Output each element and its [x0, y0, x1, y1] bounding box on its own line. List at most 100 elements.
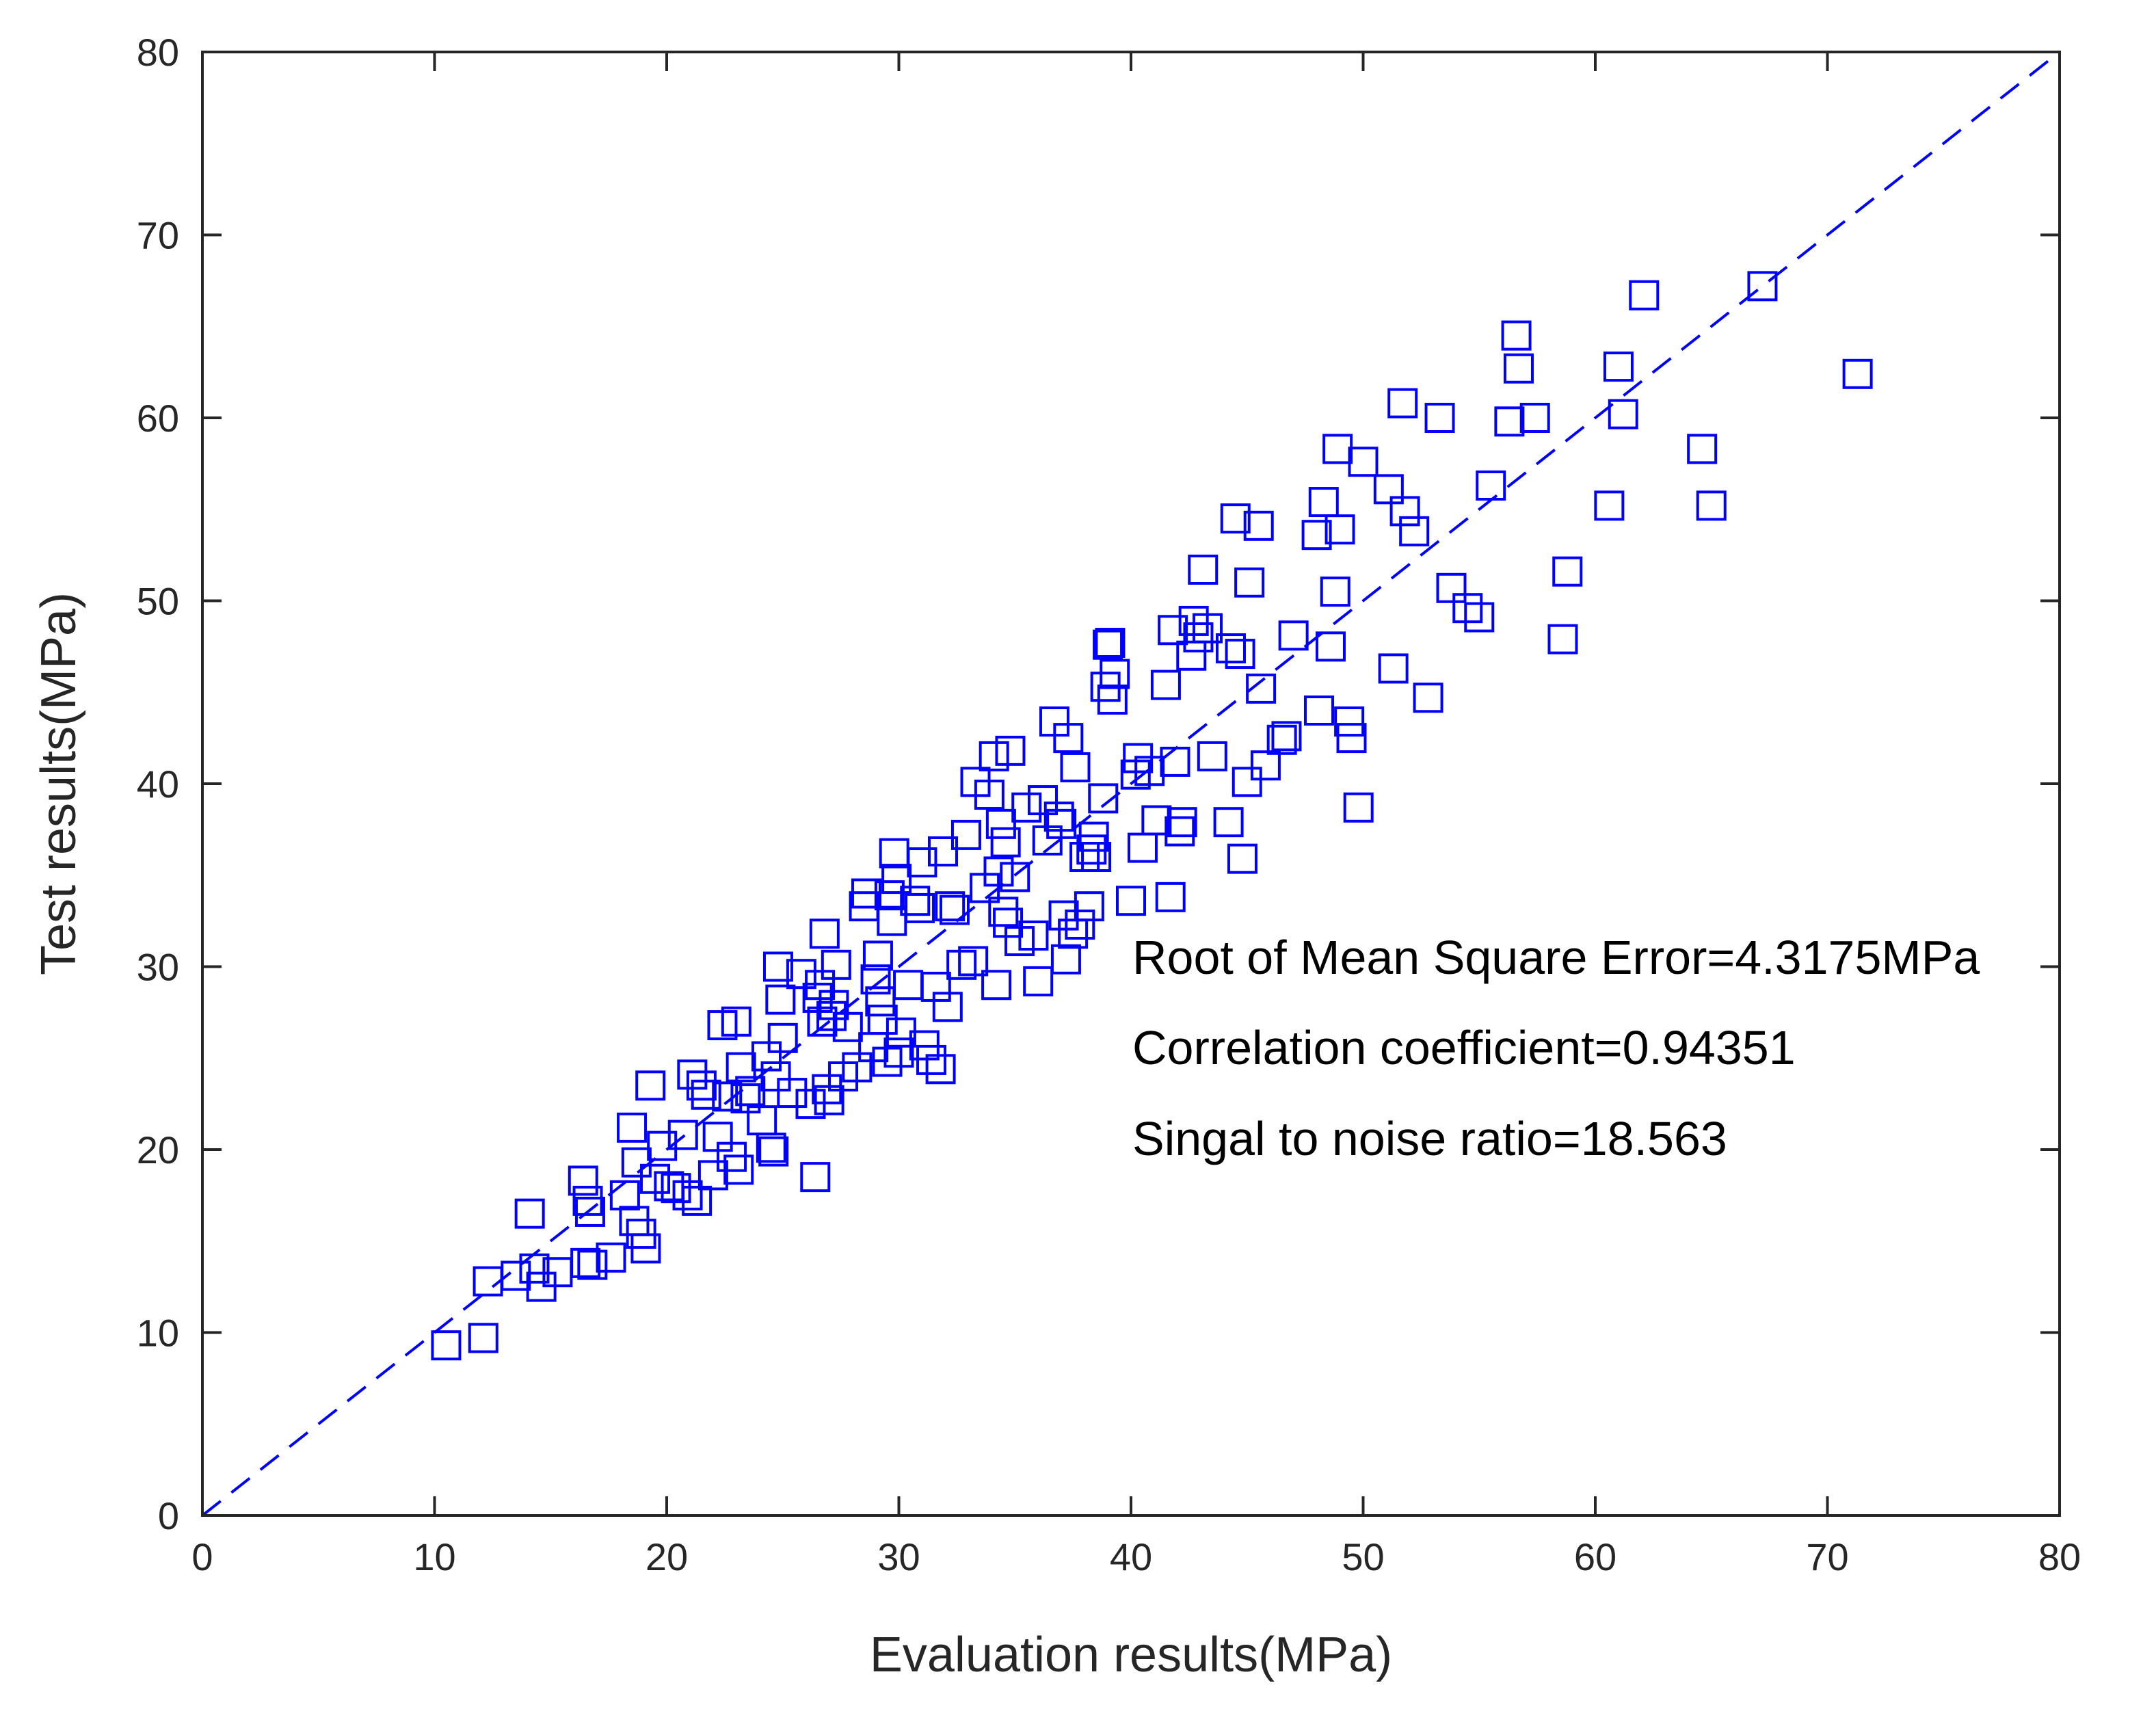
x-tick-label: 40 [1110, 1535, 1152, 1578]
y-axis-title: Test results(MPa) [31, 592, 86, 975]
data-point [721, 1006, 751, 1037]
data-point [950, 819, 981, 850]
data-point [635, 1070, 666, 1101]
data-point [1000, 862, 1030, 892]
data-point [1424, 403, 1455, 433]
data-point [995, 735, 1026, 766]
data-point [1225, 639, 1255, 670]
y-tick-label: 60 [137, 397, 179, 440]
data-point [807, 1006, 838, 1037]
data-point [1060, 752, 1091, 782]
data-point [568, 1165, 598, 1196]
x-tick-label: 60 [1574, 1535, 1616, 1578]
data-point [1097, 684, 1128, 715]
data-point [758, 1136, 789, 1167]
data-point [1696, 490, 1727, 521]
data-point [621, 1147, 652, 1178]
data-point [1158, 615, 1188, 646]
data-point [900, 886, 931, 916]
data-point [816, 1001, 847, 1031]
y-tick-label: 0 [158, 1494, 179, 1537]
data-point [1095, 628, 1126, 659]
data-point [1134, 756, 1165, 786]
data-point [1603, 352, 1634, 382]
data-point [751, 1041, 782, 1072]
data-point [1043, 801, 1074, 832]
y-tick-label: 30 [137, 946, 179, 989]
data-point [1399, 516, 1430, 546]
data-point [879, 838, 909, 869]
data-point [1232, 767, 1262, 797]
data-point [682, 1185, 713, 1216]
annotation-rmse: Root of Mean Square Error=4.3175MPa [1132, 931, 1980, 984]
y-tick-label: 80 [137, 31, 179, 74]
data-point [1023, 966, 1054, 996]
data-point [1594, 490, 1625, 521]
data-point [1303, 695, 1334, 726]
data-point [893, 970, 924, 1001]
data-points [431, 271, 1873, 1361]
data-point [1011, 792, 1042, 823]
data-point [1436, 572, 1467, 603]
data-point [577, 1249, 608, 1280]
data-point [1048, 900, 1079, 931]
data-point [1081, 842, 1112, 872]
data-point [862, 940, 893, 971]
data-point [1220, 503, 1251, 534]
data-point [647, 1130, 678, 1161]
data-point [925, 1054, 956, 1085]
data-point [939, 895, 970, 925]
data-point [958, 946, 989, 977]
data-point [1842, 358, 1873, 389]
data-point [1176, 640, 1207, 671]
data-point [786, 959, 816, 990]
data-point [1160, 746, 1190, 777]
y-tick-label: 70 [137, 214, 179, 257]
data-point [1215, 633, 1246, 664]
data-point [928, 836, 959, 866]
data-point [916, 1044, 947, 1075]
data-point [723, 1154, 754, 1185]
data-point [1378, 653, 1409, 684]
data-point [1552, 556, 1583, 587]
data-point [1188, 555, 1219, 585]
data-point [1065, 909, 1095, 940]
data-point [1308, 487, 1339, 518]
data-point [985, 808, 1016, 839]
data-point [667, 1120, 698, 1150]
data-point [1058, 918, 1089, 949]
data-point [1069, 842, 1100, 872]
data-point [872, 1046, 903, 1077]
data-point [1127, 832, 1158, 863]
data-point [617, 1112, 648, 1143]
data-point [860, 964, 891, 995]
data-point [1250, 750, 1281, 781]
data-point [574, 1196, 605, 1227]
identity-reference-line [201, 51, 2061, 1517]
data-point [570, 1247, 601, 1278]
x-tick-label: 70 [1806, 1535, 1848, 1578]
data-point [1046, 808, 1077, 839]
data-point [1266, 724, 1297, 755]
data-point [760, 1061, 791, 1091]
y-axis-ticks: 0 10 20 30 40 50 60 70 80 [137, 31, 2060, 1537]
data-point [1629, 280, 1660, 310]
data-point [1053, 723, 1084, 754]
data-point [1164, 816, 1195, 847]
y-tick-label: 50 [137, 580, 179, 623]
data-point [981, 970, 1012, 1001]
x-tick-label: 80 [2038, 1535, 2081, 1578]
data-point [1501, 320, 1532, 351]
data-point [1141, 805, 1172, 836]
data-point [1687, 434, 1718, 464]
x-tick-label: 50 [1342, 1535, 1384, 1578]
data-point [1078, 821, 1109, 852]
data-point [907, 847, 937, 878]
data-point [1227, 843, 1257, 874]
data-point [1167, 807, 1197, 838]
data-point [1336, 723, 1367, 754]
data-point [1343, 792, 1374, 823]
data-point [572, 1185, 603, 1216]
data-point [1325, 514, 1355, 545]
